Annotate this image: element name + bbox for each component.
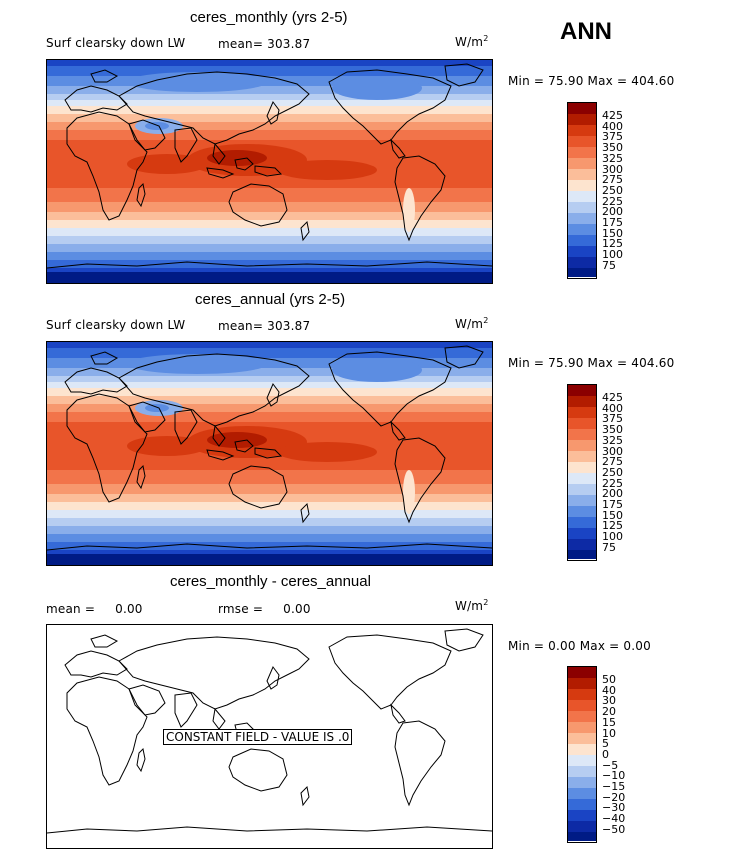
panel1-variable: Surf clearsky down LW — [46, 36, 186, 50]
panel3-title: ceres_monthly - ceres_annual — [170, 573, 371, 590]
panel1-mean-label: mean= — [218, 37, 264, 51]
panel3-units: W/m2 — [455, 598, 489, 613]
panel3-minmax: Min = 0.00 Max = 0.00 — [508, 639, 651, 653]
panel1-title: ceres_monthly (yrs 2-5) — [190, 9, 348, 26]
panel2-mean-value: 303.87 — [267, 319, 311, 333]
panel2-map-svg — [47, 342, 492, 565]
panel2-map — [46, 341, 493, 566]
panel2-variable: Surf clearsky down LW — [46, 318, 186, 332]
panel2-mean: mean= 303.87 — [218, 319, 310, 333]
panel1-minmax: Min = 75.90 Max = 404.60 — [508, 74, 675, 88]
panel3-mean: mean = 0.00 — [46, 602, 143, 616]
panel2-units: W/m2 — [455, 316, 489, 331]
panel3-colorbar — [567, 666, 597, 843]
panel3-rmse-value: 0.00 — [283, 602, 311, 616]
panel1-map — [46, 59, 493, 284]
panel3-map: CONSTANT FIELD - VALUE IS .0 — [46, 624, 493, 849]
panel2-mean-label: mean= — [218, 319, 264, 333]
panel3-mean-value: 0.00 — [115, 602, 143, 616]
panel3-rmse: rmse = 0.00 — [218, 602, 311, 616]
panel1-units: W/m2 — [455, 34, 489, 49]
panel1-map-svg — [47, 60, 492, 283]
constant-field-message: CONSTANT FIELD - VALUE IS .0 — [163, 729, 353, 745]
season-label: ANN — [560, 18, 612, 45]
panel2-minmax: Min = 75.90 Max = 404.60 — [508, 356, 675, 370]
panel2-title: ceres_annual (yrs 2-5) — [195, 291, 346, 308]
panel1-mean-value: 303.87 — [267, 37, 311, 51]
panel3-rmse-label: rmse = — [218, 602, 264, 616]
panel2-colorbar — [567, 384, 597, 561]
panel1-colorbar — [567, 102, 597, 279]
panel1-mean: mean= 303.87 — [218, 37, 310, 51]
panel3-mean-label: mean = — [46, 602, 96, 616]
